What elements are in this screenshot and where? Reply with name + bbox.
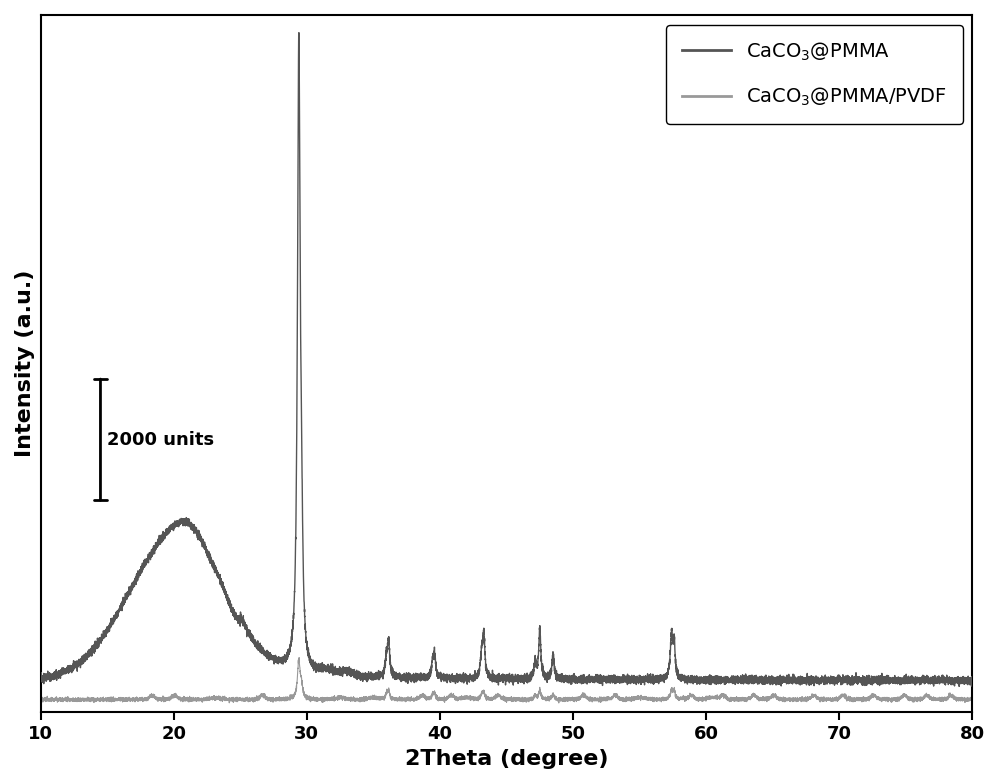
Y-axis label: Intensity (a.u.): Intensity (a.u.) bbox=[15, 270, 35, 457]
Text: 2000 units: 2000 units bbox=[107, 430, 214, 448]
X-axis label: 2Theta (degree): 2Theta (degree) bbox=[405, 749, 608, 769]
Legend: CaCO$_3$@PMMA, CaCO$_3$@PMMA/PVDF: CaCO$_3$@PMMA, CaCO$_3$@PMMA/PVDF bbox=[666, 25, 963, 124]
